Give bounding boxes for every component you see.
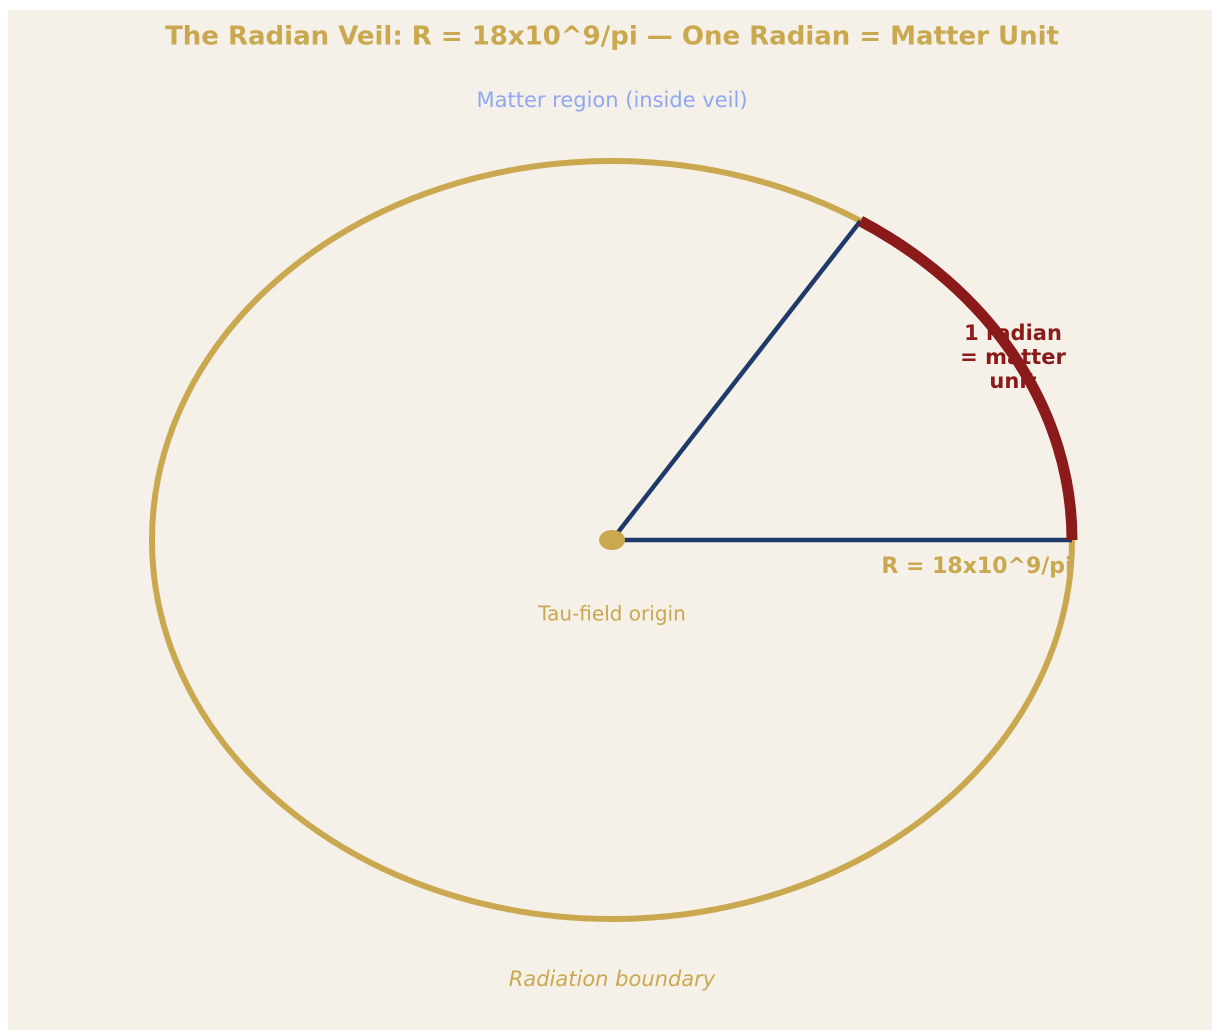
radius-label: R = 18x10^9/pi bbox=[881, 554, 1072, 579]
radian-label: 1 radian bbox=[964, 321, 1062, 345]
radian-label: unit bbox=[989, 369, 1036, 393]
background bbox=[8, 10, 1212, 1030]
radius-line bbox=[610, 219, 863, 542]
boundary-label: Radiation boundary bbox=[509, 967, 716, 991]
radian-arc bbox=[857, 216, 1078, 541]
radian-label: = matter bbox=[960, 345, 1066, 369]
origin-label: Tau-field origin bbox=[537, 602, 686, 626]
origin-dot bbox=[599, 530, 625, 550]
matter-region-label: Matter region (inside veil) bbox=[476, 88, 747, 112]
title: The Radian Veil: R = 18x10^9/pi — One Ra… bbox=[165, 22, 1059, 52]
